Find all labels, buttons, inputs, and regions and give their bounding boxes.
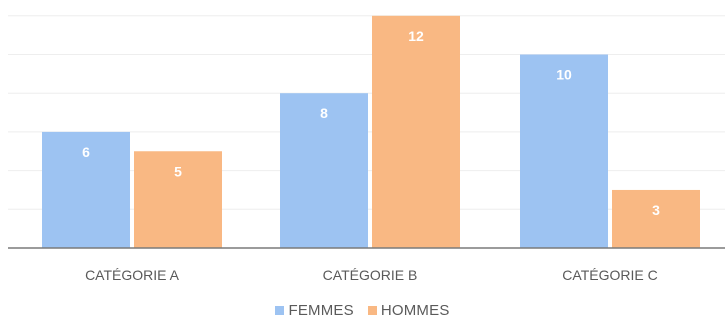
x-tick-label: CATÉGORIE B: [323, 267, 418, 283]
data-label: 10: [556, 67, 572, 83]
bar-femmes-3: [520, 55, 608, 249]
legend-item-hommes: HOMMES: [368, 302, 450, 319]
legend-label-femmes: FEMMES: [288, 302, 353, 319]
x-tick-label: CATÉGORIE C: [562, 267, 657, 283]
bar-hommes-2: [372, 16, 460, 248]
bar-hommes-3: [612, 190, 700, 248]
legend-item-femmes: FEMMES: [275, 302, 353, 319]
legend-swatch-femmes: [275, 306, 284, 315]
legend-swatch-hommes: [368, 306, 377, 315]
data-label: 6: [82, 144, 90, 160]
data-label: 5: [174, 163, 182, 179]
data-label: 8: [320, 105, 328, 121]
legend-label-hommes: HOMMES: [381, 302, 450, 319]
legend: FEMMES HOMMES: [0, 302, 725, 319]
data-label: 3: [652, 202, 660, 218]
data-label: 12: [408, 28, 424, 44]
x-tick-label: CATÉGORIE A: [85, 267, 180, 283]
